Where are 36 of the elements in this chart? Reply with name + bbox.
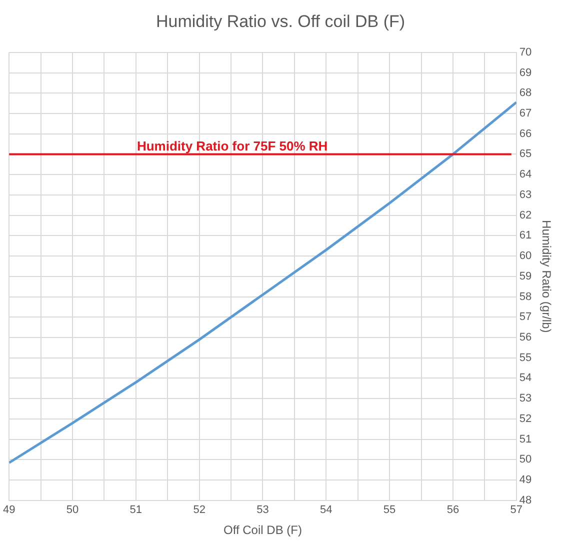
- x-axis-title: Off Coil DB (F): [224, 523, 302, 538]
- chart-title: Humidity Ratio vs. Off coil DB (F): [156, 12, 406, 31]
- x-tick-label: 50: [66, 504, 79, 516]
- ref-line-label: Humidity Ratio for 75F 50% RH: [136, 138, 328, 154]
- y-tick-label: 48: [519, 494, 532, 506]
- x-tick-label: 53: [256, 504, 269, 516]
- y-tick-label: 61: [519, 230, 532, 242]
- y-tick-label: 60: [519, 250, 532, 262]
- y-tick-label: 66: [519, 128, 532, 140]
- y-tick-label: 51: [519, 433, 532, 446]
- y-tick-label: 59: [519, 270, 532, 282]
- y-tick-label: 52: [519, 412, 532, 425]
- x-tick-label: 55: [383, 504, 396, 516]
- x-tick-label: 52: [193, 504, 206, 516]
- y-tick-label: 62: [519, 209, 532, 222]
- y-tick-label: 54: [519, 372, 532, 384]
- y-tick-label: 53: [519, 392, 532, 405]
- y-tick-label: 69: [519, 66, 532, 79]
- y-tick-label: 70: [519, 46, 532, 58]
- y-tick-label: 57: [519, 311, 532, 324]
- x-tick-label: 49: [2, 504, 16, 516]
- x-tick-label: 51: [130, 504, 142, 516]
- y-tick-label: 49: [519, 474, 532, 486]
- y-tick-label: 64: [519, 168, 532, 181]
- y-tick-label: 67: [519, 108, 532, 120]
- y-tick-label: 65: [519, 148, 532, 160]
- x-tick-label: 54: [320, 504, 332, 516]
- y-axis-title: Humidity Ratio (gr/lb): [539, 220, 554, 333]
- x-tick-label: 56: [446, 504, 460, 516]
- y-tick-label: 63: [519, 188, 532, 201]
- y-tick-label: 55: [519, 352, 532, 364]
- x-tick-label: 57: [510, 504, 522, 516]
- y-tick-label: 58: [519, 290, 532, 303]
- y-tick-label: 50: [519, 454, 532, 466]
- y-tick-label: 68: [519, 87, 532, 100]
- y-tick-label: 56: [519, 332, 532, 344]
